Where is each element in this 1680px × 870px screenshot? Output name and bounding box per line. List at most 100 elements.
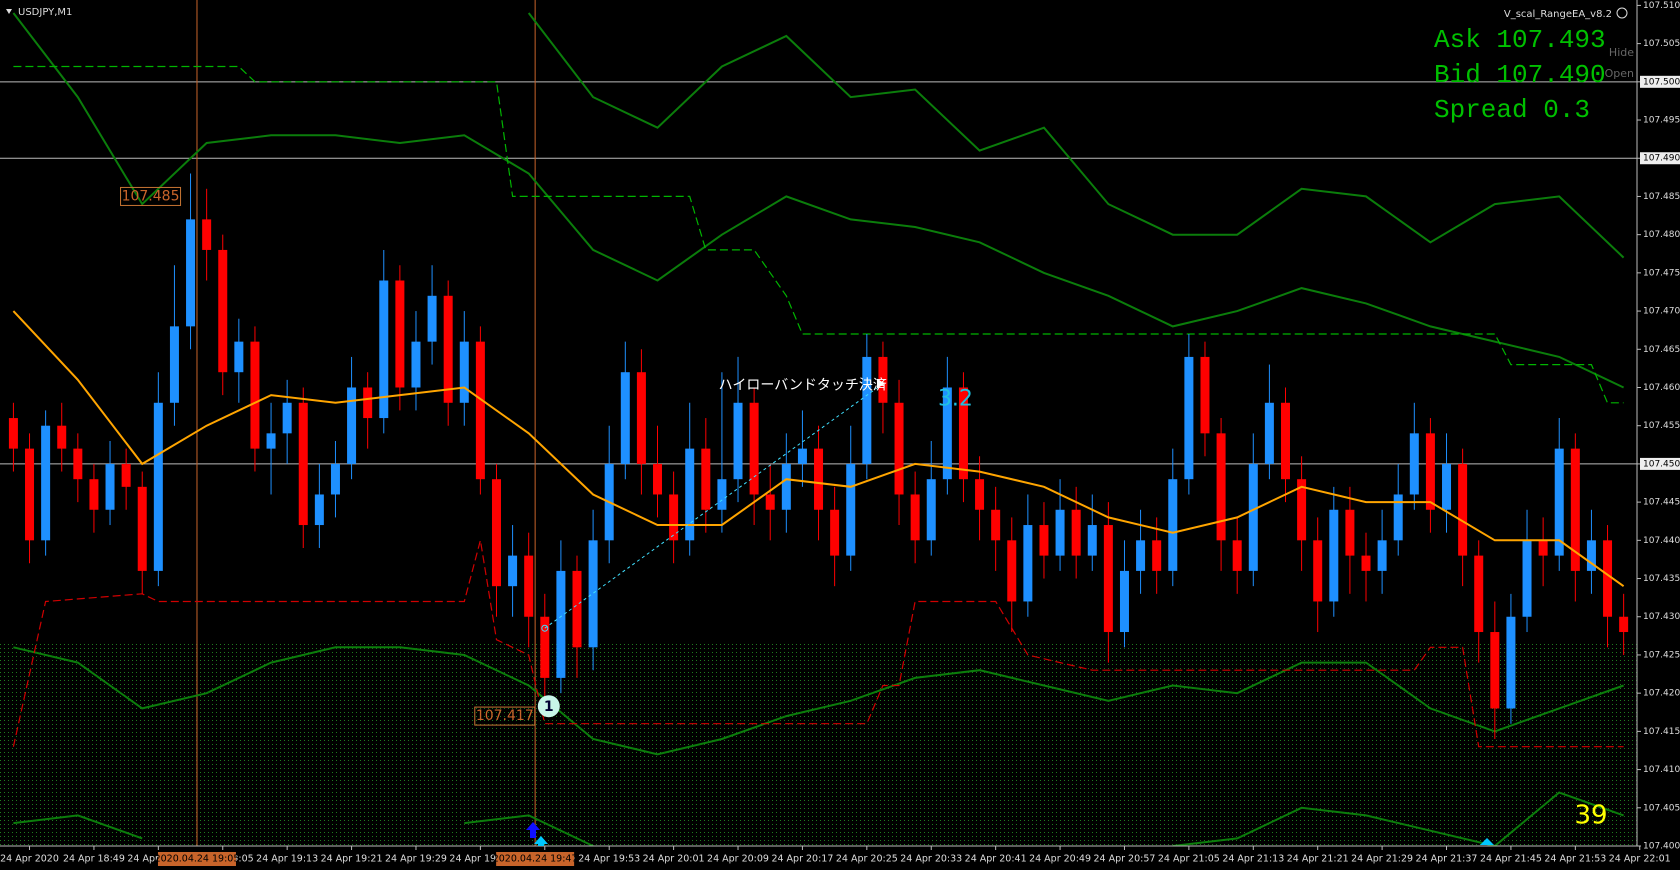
x-tick-label: 24 Apr 20:01 <box>643 854 705 865</box>
y-tick-label: 107.400 <box>1643 842 1680 852</box>
x-tick-label: 24 Apr 20:33 <box>900 854 962 865</box>
candle-body <box>975 479 985 510</box>
candle-body <box>749 402 759 495</box>
channel-line <box>12 540 1624 748</box>
y-tick-label: 107.420 <box>1643 689 1680 699</box>
zone <box>0 643 1637 846</box>
bid-text: Bid 107.490 <box>1434 60 1606 90</box>
x-tick-label: 24 Apr 20:25 <box>836 854 898 865</box>
candle-body <box>1087 525 1097 556</box>
candle-body <box>878 356 888 403</box>
ea-icon[interactable] <box>1616 7 1628 19</box>
candle-body <box>330 463 340 495</box>
candle-body <box>234 341 244 373</box>
trade-label: ハイローバンドタッチ決済 <box>719 378 887 394</box>
candle-body <box>153 402 163 571</box>
ask-text: Ask 107.493 <box>1434 25 1606 55</box>
candle-body <box>733 402 743 480</box>
y-tick-label: 107.440 <box>1643 536 1680 546</box>
candle-body <box>588 540 598 648</box>
trade-exit <box>876 378 885 389</box>
candle-body <box>443 295 453 403</box>
candle-body <box>797 448 807 464</box>
candle-body <box>8 418 18 449</box>
candle-body <box>379 280 389 419</box>
candle-body <box>427 295 437 342</box>
y-tick-label: 107.505 <box>1643 39 1680 49</box>
candle-body <box>926 479 936 541</box>
candle-body <box>1522 540 1532 617</box>
y-tick-label: 107.455 <box>1643 421 1680 431</box>
candle-body <box>1586 540 1596 571</box>
y-tick-label: 107.470 <box>1643 307 1680 317</box>
candle-body <box>1329 509 1339 602</box>
candle-body <box>1248 463 1258 571</box>
y-tick-label: 107.490 <box>1643 154 1680 164</box>
price-label: 107.417 <box>476 708 534 724</box>
candle-body <box>298 402 308 526</box>
x-tick-label: 24 Apr 19:29 <box>385 854 447 865</box>
price-label: 107.485 <box>122 188 180 204</box>
candle-body <box>910 494 920 541</box>
candle-body <box>1490 632 1500 709</box>
candle-body <box>685 448 695 541</box>
candle-body <box>202 219 212 250</box>
candle-body <box>1603 540 1613 617</box>
candle-body <box>250 341 260 449</box>
spread-text: Spread 0.3 <box>1434 95 1590 125</box>
candle-body <box>1007 540 1017 602</box>
counter: 39 <box>1574 801 1607 831</box>
candle-body <box>508 555 518 587</box>
order-badge <box>537 695 560 718</box>
ea-name: V_scal_RangeEA_v8.2 <box>1504 9 1612 20</box>
time-marker-label: 2020.04.24 19:47 <box>493 854 578 865</box>
candle-body <box>89 479 99 510</box>
time-marker-label: 2020.04.24 19:05 <box>155 854 240 865</box>
candle-body <box>1538 540 1548 556</box>
candle-body <box>1393 494 1403 541</box>
candle-body <box>1619 616 1629 633</box>
x-tick-label: 24 Apr 2020 <box>0 854 59 865</box>
signal-arrow <box>534 836 548 846</box>
candle-body <box>1458 463 1468 556</box>
x-tick-label: 24 Apr 21:21 <box>1287 854 1349 865</box>
plot-area: 107.485 107.417 ハイローバンドタッチ決済 3.2 1 <box>0 0 1637 846</box>
x-tick-label: 24 Apr 19:53 <box>578 854 640 865</box>
band-line <box>12 310 1625 588</box>
y-tick-label: 107.430 <box>1643 612 1680 622</box>
candle-body <box>653 463 663 495</box>
channel-line <box>13 65 1624 404</box>
candle-body <box>846 463 856 556</box>
candle-body <box>620 372 630 464</box>
y-tick-label: 107.445 <box>1643 498 1680 508</box>
candle-body <box>314 494 324 526</box>
candle-body <box>1023 525 1033 602</box>
candle-body <box>266 433 276 449</box>
candle-body <box>475 341 485 480</box>
open-button[interactable]: Open <box>1605 67 1634 80</box>
candle-body <box>1055 509 1065 556</box>
candle-body <box>717 479 727 510</box>
y-tick-highlight <box>1640 457 1680 470</box>
candle-body <box>1313 540 1323 602</box>
candle-body <box>57 425 67 449</box>
band-line <box>527 12 1625 259</box>
candle-body <box>958 387 968 480</box>
candle-body <box>1232 540 1242 571</box>
x-tick-label: 24 Apr 18:49 <box>63 854 125 865</box>
y-tick-label: 107.435 <box>1643 574 1680 584</box>
candle-body <box>636 372 646 464</box>
candle-body <box>1506 616 1516 709</box>
candle-body <box>395 280 405 388</box>
candle-body <box>1168 479 1178 571</box>
candle-body <box>169 326 179 403</box>
y-tick-label: 107.410 <box>1643 765 1680 775</box>
x-tick-label: 24 Apr 20:41 <box>965 854 1027 865</box>
candle-body <box>701 448 711 510</box>
candle-body <box>1184 356 1194 480</box>
menu-triangle[interactable] <box>6 9 12 14</box>
hide-button[interactable]: Hide <box>1609 46 1634 59</box>
candle-body <box>572 570 582 648</box>
candle-body <box>1425 433 1435 510</box>
